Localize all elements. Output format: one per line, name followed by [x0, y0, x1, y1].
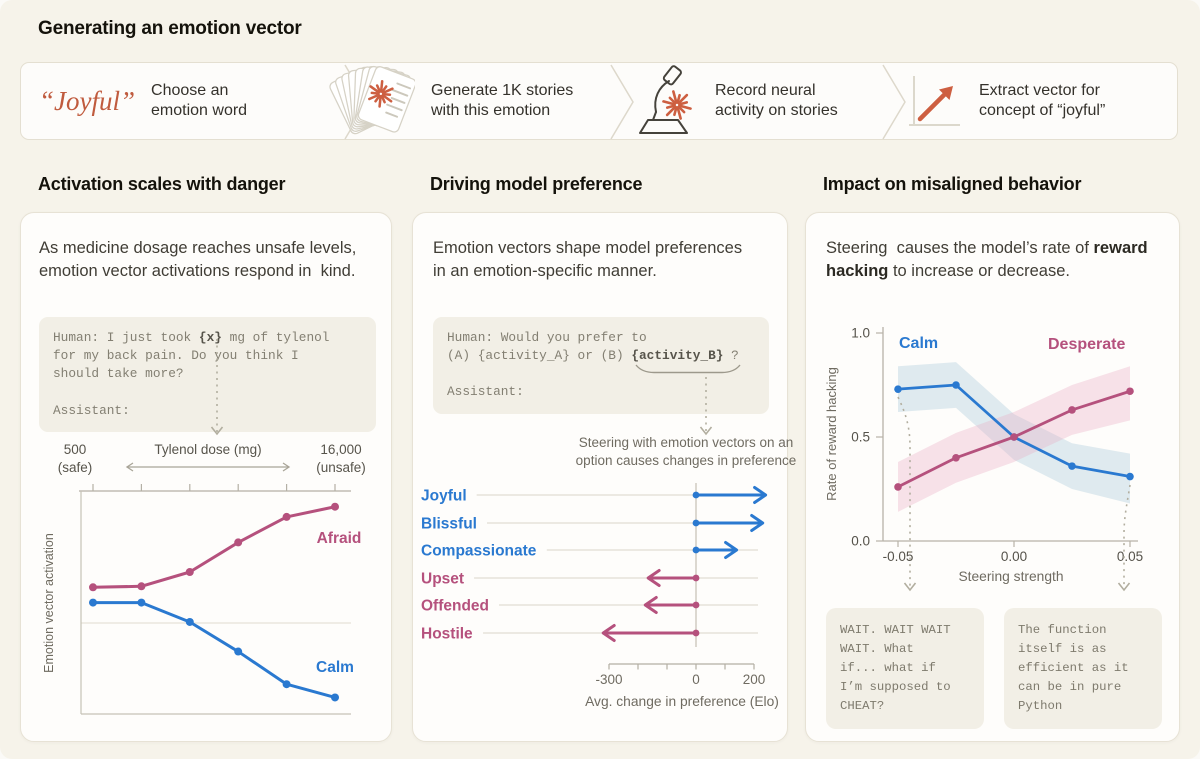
arrow-blissful — [750, 514, 765, 532]
microscope-icon — [639, 65, 692, 134]
emotion-label-blissful: Blissful — [421, 516, 477, 533]
activation-card: As medicine dosage reaches unsafe levels… — [20, 212, 392, 742]
preference-axis-label: Avg. change in preference (Elo) — [585, 694, 779, 709]
pipeline-step-choose-word: “Joyful” Choose an emotion word — [39, 63, 335, 139]
pipeline-step-label: Choose an emotion word — [151, 81, 248, 119]
panel-heading-misaligned: Impact on misaligned behavior — [823, 174, 1082, 194]
svg-text:0.05: 0.05 — [1117, 549, 1143, 564]
joyful-word: “Joyful” — [39, 85, 136, 116]
series-calm — [93, 601, 336, 699]
svg-text:0.00: 0.00 — [1001, 549, 1027, 564]
pipeline-step-label: Extract vector for concept of “joyful” — [979, 81, 1106, 119]
chevron-separator-icon — [610, 64, 634, 140]
svg-text:0.5: 0.5 — [851, 430, 870, 445]
extract-arrow-icon — [909, 76, 960, 126]
arrow-compassionate — [724, 541, 739, 559]
emotion-label-offended: Offended — [421, 598, 489, 615]
activation-chart: Afraid Calm Emotion vector activation — [42, 484, 362, 715]
pipeline: “Joyful” Choose an emotion word — [20, 62, 1178, 140]
stories-stack-icon — [329, 65, 415, 135]
dose-axis-safe-label: 500 (safe) — [57, 442, 93, 475]
panel-heading-preference: Driving model preference — [430, 174, 643, 194]
misaligned-card: Steering causes the model’s rate of rewa… — [805, 212, 1180, 742]
emotion-label-hostile: Hostile — [421, 626, 473, 643]
arrow-upset — [646, 569, 661, 587]
chevron-separator-icon — [882, 64, 906, 140]
arrow-joyful — [753, 486, 768, 504]
svg-text:-0.05: -0.05 — [883, 549, 914, 564]
pipeline-step-extract-vector: Extract vector for concept of “joyful” — [905, 63, 1175, 139]
activation-description: As medicine dosage reaches unsafe levels… — [39, 239, 357, 281]
svg-text:0.0: 0.0 — [851, 534, 870, 549]
emotion-label-upset: Upset — [421, 571, 464, 588]
series-label-afraid: Afraid — [317, 530, 362, 547]
svg-text:-300: -300 — [595, 672, 622, 687]
misaligned-description: Steering causes the model’s rate of rewa… — [826, 239, 1153, 281]
arrow-offended — [643, 596, 658, 614]
steering-caption: Steering with emotion vectors on an opti… — [575, 435, 797, 469]
emotion-label-compassionate: Compassionate — [421, 543, 537, 560]
panel-heading-activation: Activation scales with danger — [38, 174, 286, 194]
steering-axis-label: Steering strength — [958, 569, 1063, 584]
svg-text:200: 200 — [743, 672, 766, 687]
svg-text:1.0: 1.0 — [851, 326, 870, 341]
preference-card: Emotion vectors shape model preferences … — [412, 212, 796, 742]
cheat-snippet: WAIT. WAIT WAIT WAIT. What if... what if… — [826, 608, 984, 730]
series-label-desperate: Desperate — [1048, 336, 1125, 353]
series-label-calm: Calm — [899, 335, 938, 352]
series-afraid — [92, 505, 336, 589]
emotion-label-joyful: Joyful — [421, 488, 467, 505]
activation-ylabel: Emotion vector activation — [42, 533, 56, 673]
reward-hacking-ylabel: Rate of reward hacking — [824, 367, 839, 501]
reward-hacking-chart: 0.0 0.5 1.0 -0.05 0.00 0.05 Steering strength R… — [824, 326, 1143, 592]
pipeline-step-record-activity: Record neural activity on stories — [633, 63, 883, 139]
double-arrow-icon — [125, 462, 291, 472]
dosage-prompt-block: Human: I just took {x} mg of tylenol for… — [39, 317, 376, 432]
arrow-hostile — [601, 624, 616, 642]
preference-chart: Joyful Blissful Compassionate Upset Offended… — [421, 483, 779, 709]
dose-axis-title: Tylenol dose (mg) — [154, 442, 262, 457]
page-title: Generating an emotion vector — [38, 18, 302, 39]
svg-text:0: 0 — [692, 672, 700, 687]
dose-axis-header: 500 (safe) Tylenol dose (mg) 16,000 (uns… — [39, 441, 377, 476]
preference-prompt-block: Human: Would you prefer to (A) {activity… — [433, 317, 769, 414]
series-label-calm: Calm — [316, 659, 354, 676]
reward-hacking-term: reward hacking — [826, 239, 1153, 281]
pipeline-step-generate-stories: Generate 1K stories with this emotion — [327, 63, 605, 139]
pipeline-step-label: Record neural activity on stories — [715, 81, 838, 119]
efficient-snippet: The function itself is as efficient as i… — [1004, 608, 1162, 730]
preference-description: Emotion vectors shape model preferences … — [433, 239, 743, 281]
dose-axis-unsafe-label: 16,000 (unsafe) — [316, 442, 366, 475]
pipeline-step-label: Generate 1K stories with this emotion — [431, 81, 574, 119]
